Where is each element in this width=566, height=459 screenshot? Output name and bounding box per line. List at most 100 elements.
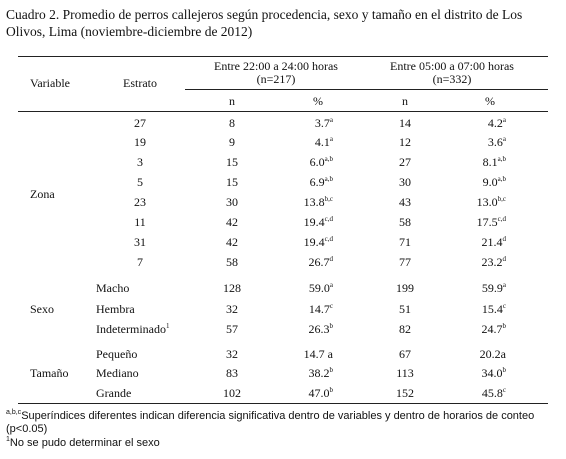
estrato: Hembra <box>96 302 135 316</box>
cell: 152 <box>396 386 414 400</box>
superscript: c <box>502 302 506 310</box>
cell-text: 3.6 <box>487 135 503 149</box>
cell-text: 38.2 <box>308 366 330 380</box>
cell: 14 <box>399 116 411 130</box>
rule <box>185 89 548 90</box>
footnote: a,b,cSuperíndices diferentes indican dif… <box>6 409 556 436</box>
header: Entre 05:00 a 07:00 horas <box>390 59 514 73</box>
cell: 3.7a <box>315 116 333 130</box>
variable-label: Zona <box>30 187 55 201</box>
estrato-text: Indeterminado <box>96 322 166 336</box>
cell-text: 23.2 <box>481 255 503 269</box>
cell: 71 <box>399 235 411 249</box>
cell: 42 <box>226 235 238 249</box>
cell: 15.4c <box>482 302 506 316</box>
rule <box>18 56 548 57</box>
superscript: b <box>329 386 334 394</box>
superscript: a <box>329 135 333 143</box>
cell: 59.9a <box>482 281 506 295</box>
cell-text: 6.9 <box>309 175 325 189</box>
cell: 47.0b <box>309 386 334 400</box>
cell: 23.2d <box>482 255 507 269</box>
superscript: b,c <box>324 195 333 203</box>
cell: 32 <box>226 347 238 361</box>
superscript: a,b <box>497 155 506 163</box>
estrato: Grande <box>96 386 131 400</box>
cell-text: 14.7 <box>308 302 330 316</box>
cell: 14.7 a <box>304 347 333 361</box>
subheader: % <box>313 94 323 108</box>
cell-text: 3.7 <box>314 116 330 130</box>
superscript: a,b,c <box>6 409 22 416</box>
estrato-text: Grande <box>96 386 132 400</box>
cell: 26.3b <box>309 322 334 336</box>
cell: 19.4c,d <box>304 235 333 249</box>
subheader: % <box>485 94 495 108</box>
estrato-text: 19 <box>134 135 146 149</box>
cell: 59.0a <box>309 281 333 295</box>
cell: 4.1a <box>315 135 333 149</box>
cell: 58 <box>399 215 411 229</box>
cell: 42 <box>226 215 238 229</box>
superscript: b <box>329 322 334 330</box>
superscript: c <box>329 302 333 310</box>
cell: 17.5c,d <box>477 215 506 229</box>
cell-text: 13.0 <box>476 195 498 209</box>
estrato: Mediano <box>96 366 139 380</box>
cell: 9 <box>229 135 235 149</box>
cell-text: 4.2 <box>487 116 503 130</box>
cell: 6.9a,b <box>310 175 333 189</box>
estrato-text: 5 <box>137 175 143 189</box>
subheader: n <box>229 94 235 108</box>
estrato: 11 <box>134 215 146 229</box>
cell: 15 <box>226 175 238 189</box>
cell: 128 <box>223 281 241 295</box>
superscript: a <box>502 116 506 124</box>
cell: 3.6a <box>488 135 506 149</box>
cell: 4.2a <box>488 116 506 130</box>
header: (n=332) <box>432 72 472 86</box>
cell: 13.0b,c <box>477 195 506 209</box>
header: (n=217) <box>256 72 296 86</box>
header: Entre 22:00 a 24:00 horas <box>214 59 338 73</box>
cell: 58 <box>226 255 238 269</box>
cell: 57 <box>226 322 238 336</box>
cell-text: 19.4 <box>303 235 325 249</box>
cell: 82 <box>399 322 411 336</box>
estrato: 7 <box>137 255 143 269</box>
cell: 199 <box>396 281 414 295</box>
cell: 19.4c,d <box>304 215 333 229</box>
cell: 32 <box>226 302 238 316</box>
cell-text: 4.1 <box>314 135 330 149</box>
header: Variable <box>30 76 70 90</box>
cell-text: 8.1 <box>482 155 498 169</box>
estrato: Macho <box>96 281 129 295</box>
variable-label: Tamaño <box>30 366 69 380</box>
cell-text: 13.8 <box>303 195 325 209</box>
cell: 51 <box>399 302 411 316</box>
estrato: Pequeño <box>96 347 137 361</box>
rule <box>18 111 548 112</box>
superscript: a,b <box>324 155 333 163</box>
superscript: c,d <box>497 215 506 223</box>
cell: 27 <box>399 155 411 169</box>
estrato-text: Mediano <box>96 366 139 380</box>
superscript: a <box>329 281 333 289</box>
rule <box>18 403 548 404</box>
cell-text: 14.7 a <box>303 347 333 361</box>
cell: 43 <box>399 195 411 209</box>
footnote: 1No se pudo determinar el sexo <box>6 436 556 450</box>
superscript: d <box>502 255 507 263</box>
estrato: 3 <box>137 155 143 169</box>
estrato-text: 7 <box>137 255 143 269</box>
cell: 34.0b <box>482 366 507 380</box>
estrato-text: 23 <box>134 195 146 209</box>
superscript: 1 <box>165 322 170 330</box>
superscript: b <box>502 322 507 330</box>
cell: 9.0a,b <box>483 175 506 189</box>
superscript: d <box>502 235 507 243</box>
cell: 113 <box>396 366 414 380</box>
estrato: 31 <box>134 235 146 249</box>
cell: 30 <box>226 195 238 209</box>
